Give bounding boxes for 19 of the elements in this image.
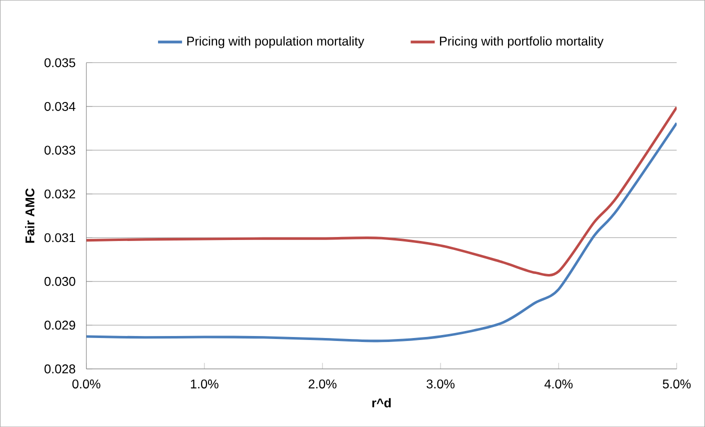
x-tick-label: 1.0% (190, 379, 218, 388)
y-tick-label: 0.030 (44, 276, 76, 286)
x-tick-label: 0.0% (72, 379, 100, 388)
legend-label: Pricing with portfolio mortality (440, 36, 604, 48)
y-tick-label: 0.029 (44, 320, 76, 330)
y-tick-label: 0.031 (44, 233, 76, 242)
x-tick-label: 3.0% (426, 379, 455, 388)
x-tick-label: 4.0% (544, 379, 573, 388)
y-tick-label: 0.035 (44, 58, 76, 68)
y-tick-label: 0.033 (44, 146, 76, 155)
y-axis-title: Fair AMC (25, 188, 34, 243)
legend-label: Pricing with population mortality (187, 36, 364, 48)
line-series (86, 122, 677, 342)
x-axis-title: r^d (372, 398, 391, 408)
x-tick-label: 5.0% (662, 379, 691, 388)
x-tick-label: 2.0% (308, 379, 336, 388)
y-tick-label: 0.034 (44, 102, 76, 111)
y-tick-label: 0.032 (44, 189, 76, 198)
y-tick-label: 0.028 (44, 364, 76, 374)
